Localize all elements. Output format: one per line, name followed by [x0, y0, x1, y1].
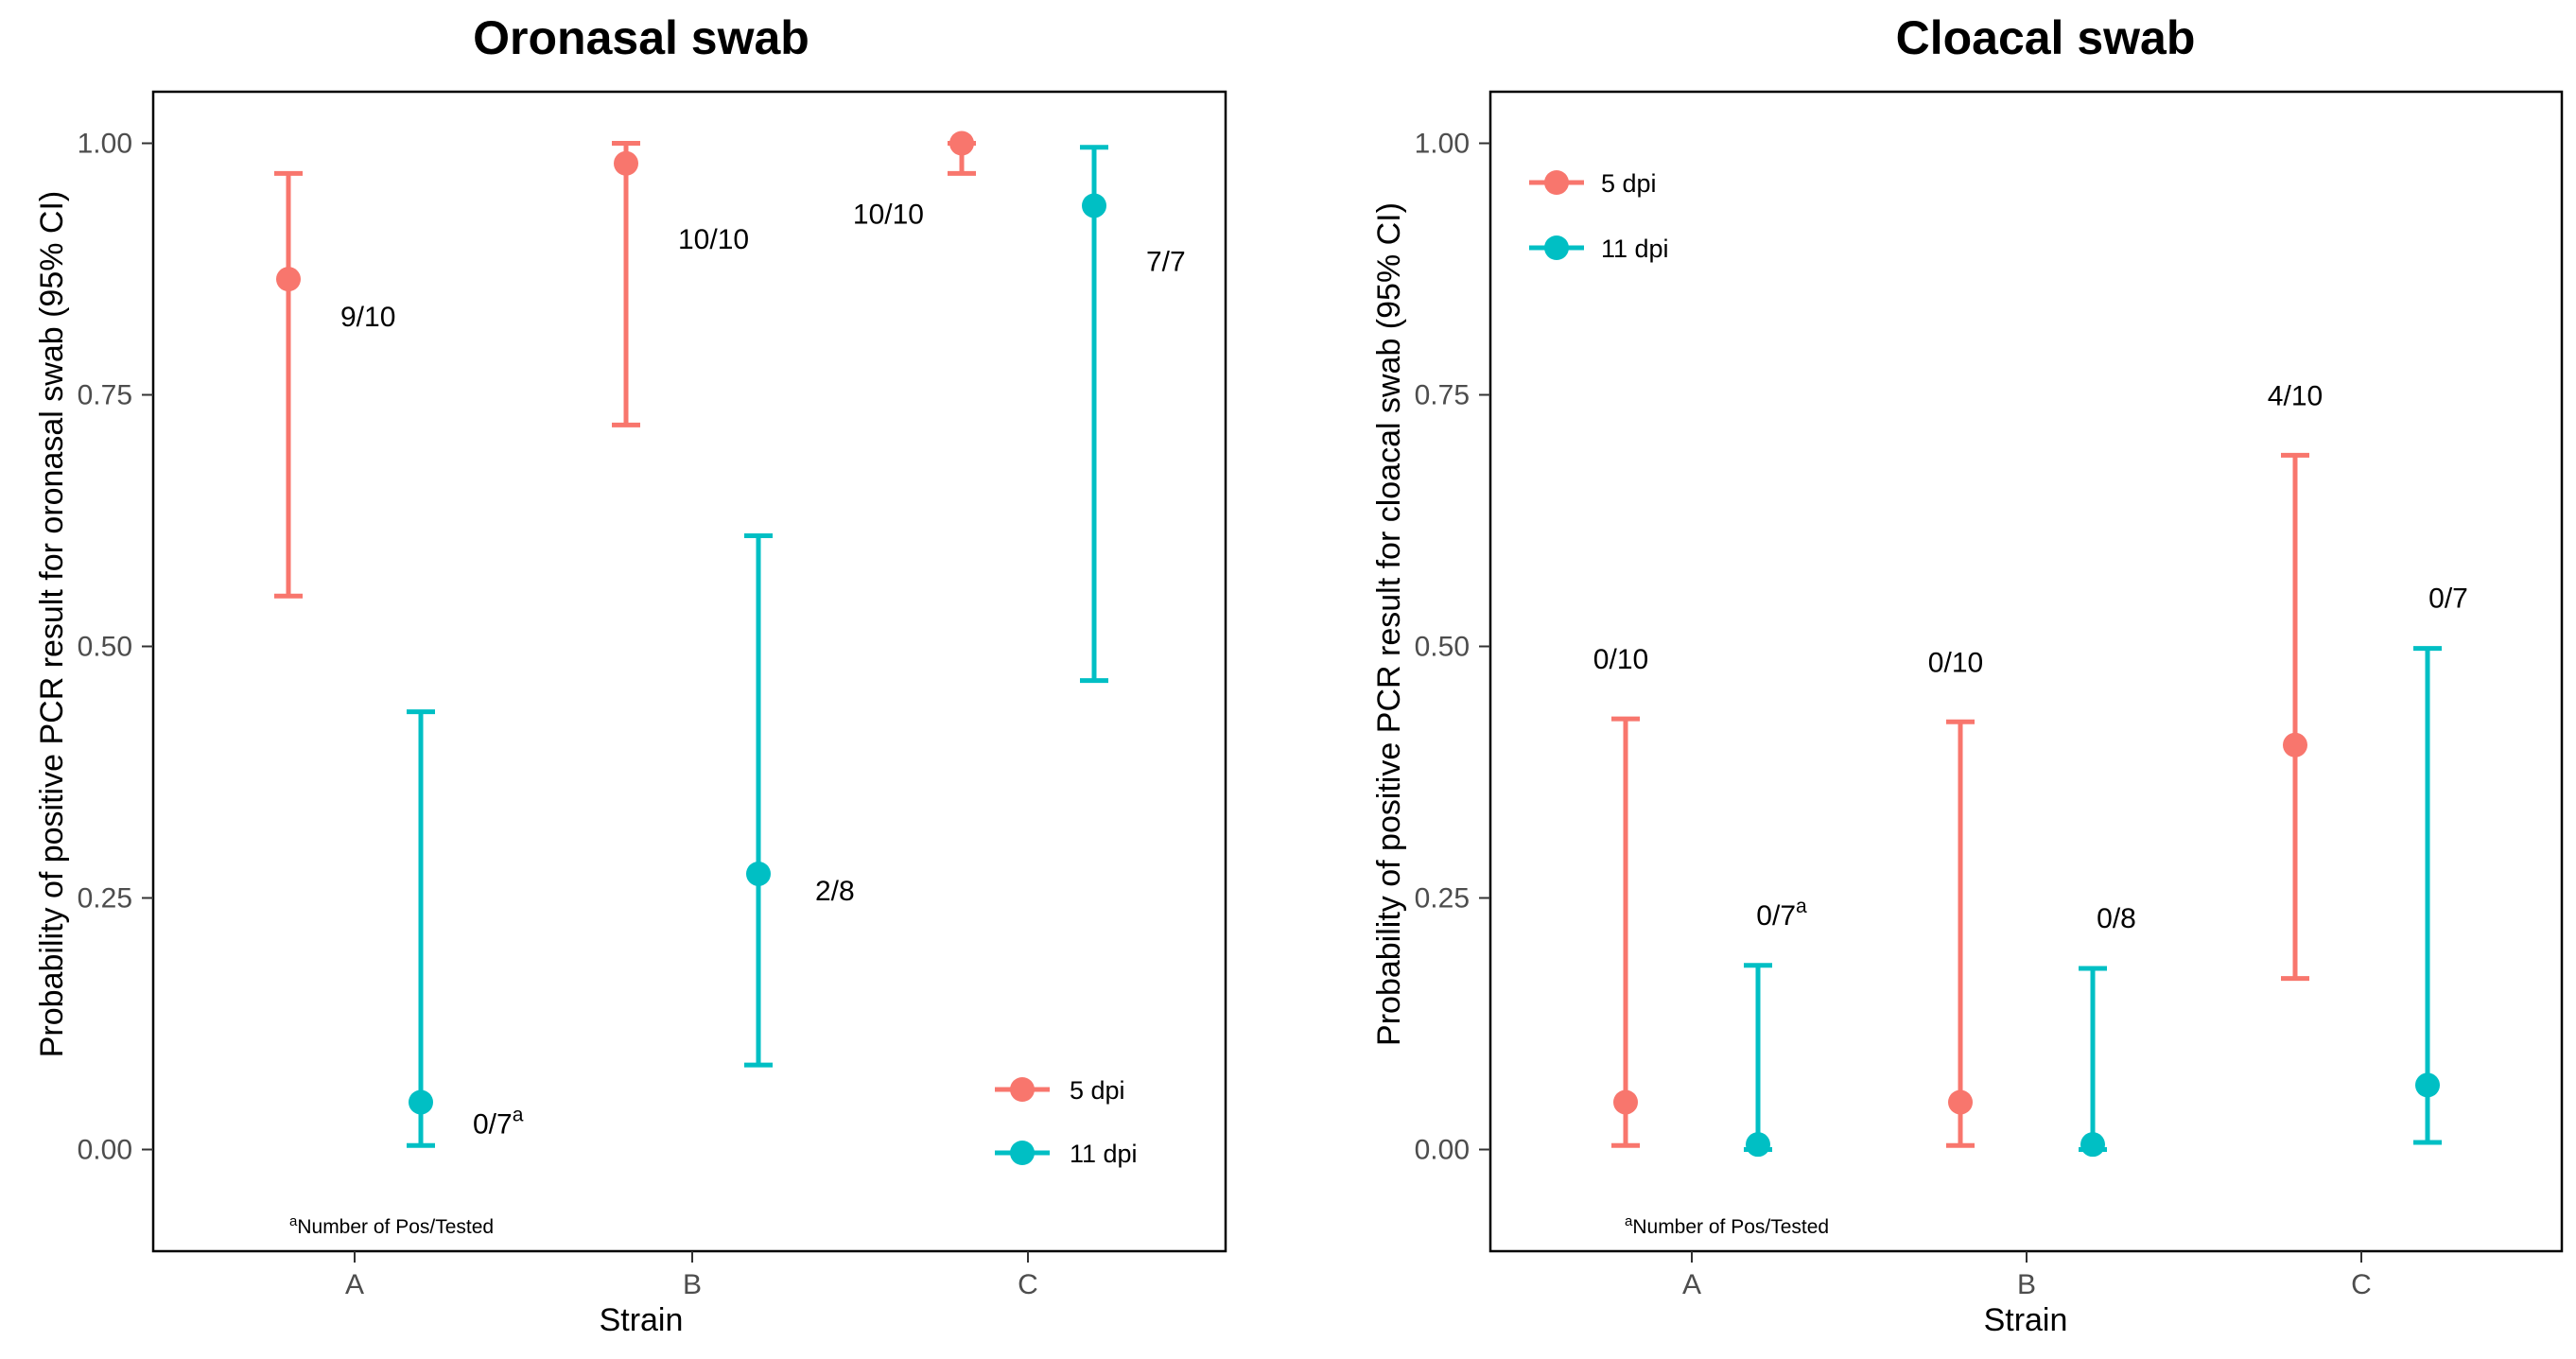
data-point — [949, 131, 974, 156]
plot-border — [1488, 90, 2564, 1253]
y-tick-label: 0.75 — [78, 380, 132, 411]
count-label: 7/7 — [1146, 246, 1186, 277]
y-axis-label: Probability of positive PCR result for o… — [34, 191, 70, 1058]
legend-marker-11dpi — [1010, 1141, 1035, 1165]
data-point — [1948, 1089, 1973, 1115]
count-label: 0/7 — [2428, 584, 2468, 615]
data-point — [614, 150, 638, 176]
count-label: 0/7a — [1756, 896, 1807, 932]
legend-label-11dpi: 11 dpi — [1070, 1140, 1138, 1168]
count-label-sup: a — [1796, 896, 1807, 917]
y-tick-label: 0.75 — [1415, 380, 1470, 411]
count-label: 9/10 — [340, 302, 395, 333]
count-label: 10/10 — [853, 200, 924, 231]
legend-marker-5dpi — [1010, 1077, 1035, 1102]
footnote-text: Number of Pos/Tested — [1632, 1216, 1829, 1238]
y-tick-label: 0.25 — [1415, 883, 1470, 915]
count-label-text: 0/10 — [1593, 644, 1648, 675]
legend: 5 dpi 11 dpi — [995, 1076, 1138, 1168]
y-axis-label: Probability of positive PCR result for c… — [1371, 202, 1407, 1046]
y-tick-label: 1.00 — [1415, 129, 1470, 160]
footnote-sup: a — [1625, 1213, 1633, 1229]
x-tick-label: A — [1682, 1269, 1701, 1300]
count-label-text: 7/7 — [1146, 246, 1186, 277]
count-label: 4/10 — [2268, 380, 2323, 411]
footnote: aNumber of Pos/Tested — [1625, 1213, 1829, 1238]
legend-marker-11dpi — [1544, 235, 1569, 260]
count-label-text: 4/10 — [2268, 380, 2323, 411]
data-point — [2080, 1132, 2105, 1158]
count-label-sup: a — [513, 1104, 524, 1125]
footnote-text: Number of Pos/Tested — [297, 1216, 494, 1238]
count-label-text: 10/10 — [853, 200, 924, 231]
count-label-text: 9/10 — [340, 302, 395, 333]
legend-marker-5dpi — [1544, 170, 1569, 195]
y-tick-label: 0.25 — [78, 883, 132, 915]
count-label: 2/8 — [815, 876, 855, 907]
y-tick-label: 1.00 — [78, 129, 132, 160]
count-label-text: 0/7 — [1756, 900, 1796, 932]
count-label: 10/10 — [678, 224, 749, 255]
legend-label-5dpi: 5 dpi — [1601, 169, 1657, 198]
y-tick-label: 0.00 — [1415, 1135, 1470, 1166]
y-axis-ticks: 0.00 0.25 0.50 0.75 1.00 — [1415, 129, 1490, 1166]
y-tick-label: 0.50 — [1415, 632, 1470, 663]
data-point — [1082, 193, 1106, 218]
data-marks: 9/10 10/10 10/10 0/7a 2/8 7/7 — [274, 131, 1186, 1148]
count-label: 0/8 — [2097, 903, 2136, 934]
legend-label-5dpi: 5 dpi — [1070, 1076, 1125, 1105]
count-label-text: 0/7 — [2428, 584, 2468, 615]
x-axis-ticks: A B C — [1682, 1251, 2372, 1300]
x-axis-label: Strain — [600, 1302, 684, 1338]
count-label-text: 0/8 — [2097, 903, 2136, 934]
plot-border — [151, 90, 1227, 1253]
cloacal-panel: Cloacal swab 0.00 0.25 0.50 0.75 1.00 A B C 0/… — [1371, 11, 2564, 1338]
x-tick-label: C — [2351, 1269, 2372, 1300]
data-point — [2283, 732, 2307, 758]
x-tick-label: B — [683, 1269, 702, 1300]
panel-title: Oronasal swab — [473, 11, 809, 64]
oronasal-panel: Oronasal swab 0.00 0.25 0.50 0.75 1.00 A B C 9… — [34, 11, 1227, 1338]
y-tick-label: 0.50 — [78, 632, 132, 663]
footnote-sup: a — [289, 1213, 298, 1229]
x-tick-label: B — [2017, 1269, 2036, 1300]
x-tick-label: C — [1018, 1269, 1038, 1300]
x-tick-label: A — [345, 1269, 364, 1300]
count-label-text: 0/7 — [473, 1108, 513, 1140]
x-axis-ticks: A B C — [345, 1251, 1038, 1300]
count-label-text: 2/8 — [815, 876, 855, 907]
legend: 5 dpi 11 dpi — [1529, 169, 1669, 263]
count-label-text: 0/10 — [1928, 647, 1983, 678]
y-tick-label: 0.00 — [78, 1135, 132, 1166]
y-axis-ticks: 0.00 0.25 0.50 0.75 1.00 — [78, 129, 153, 1166]
data-point — [746, 861, 771, 886]
data-point — [409, 1089, 433, 1115]
panel-title: Cloacal swab — [1896, 11, 2196, 64]
footnote: aNumber of Pos/Tested — [289, 1213, 494, 1238]
data-point — [2415, 1072, 2440, 1098]
count-label: 0/7a — [473, 1104, 524, 1140]
data-point — [276, 267, 301, 292]
data-marks: 0/10 0/104/100/7a 0/80/7 — [1593, 380, 2468, 1158]
x-axis-label: Strain — [1984, 1302, 2068, 1338]
count-label: 0/10 — [1928, 647, 1983, 678]
legend-label-11dpi: 11 dpi — [1601, 235, 1669, 263]
data-point — [1613, 1089, 1638, 1115]
data-point — [1746, 1132, 1770, 1158]
count-label-text: 10/10 — [678, 224, 749, 255]
count-label: 0/10 — [1593, 644, 1648, 675]
